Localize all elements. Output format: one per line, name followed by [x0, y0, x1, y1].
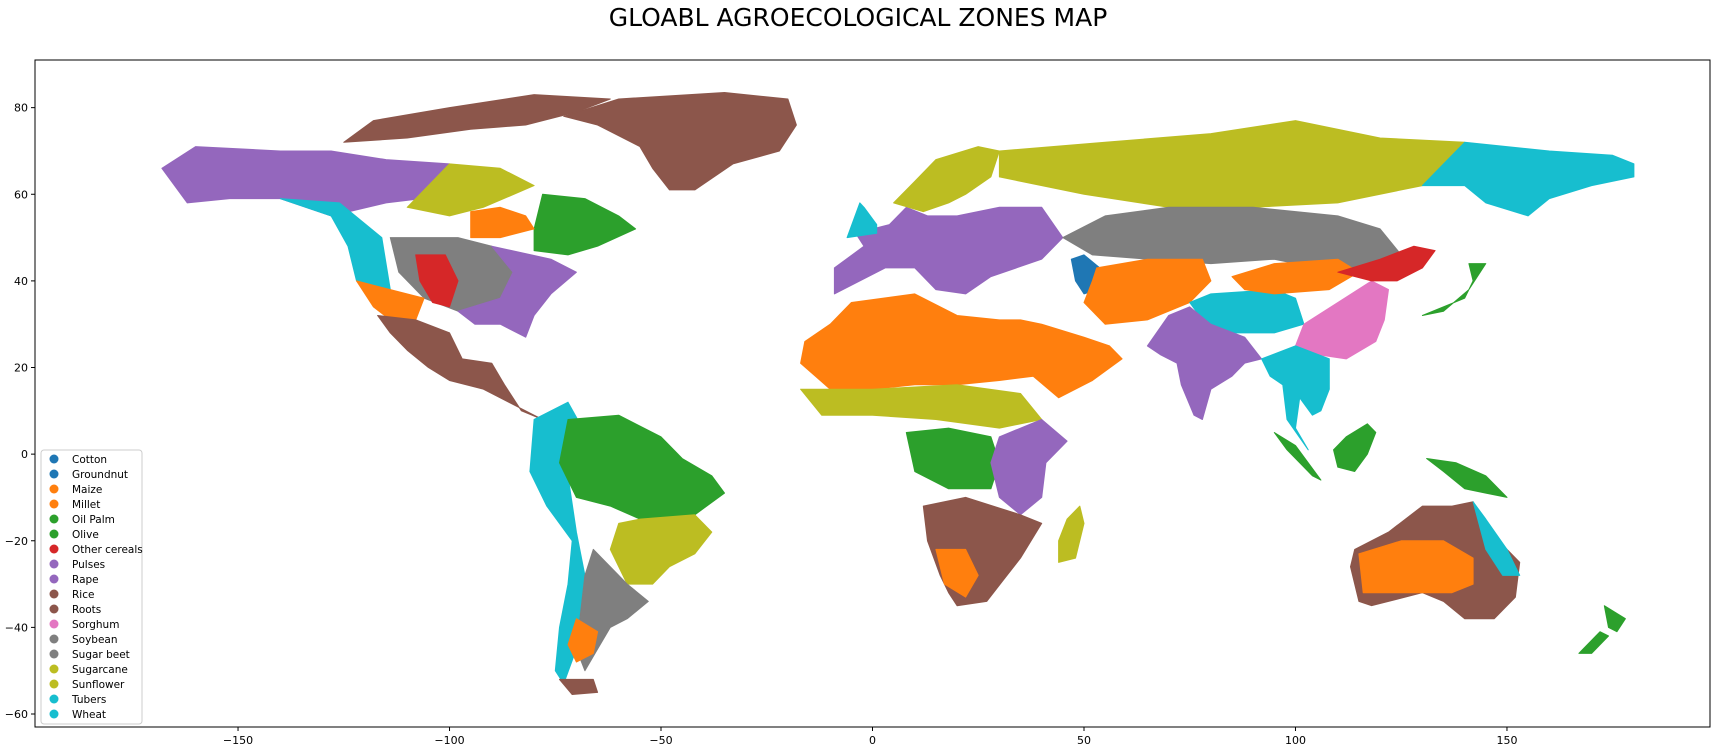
legend-marker-oil-palm [49, 514, 59, 524]
region-new-guinea [1426, 458, 1508, 498]
y-tick-label: 20 [14, 362, 28, 375]
y-tick-label: −40 [5, 621, 28, 634]
legend-marker-wheat [49, 709, 59, 719]
legend-box [40, 449, 143, 725]
region-australian-interior [1358, 540, 1474, 594]
legend-label-roots: Roots [72, 604, 101, 616]
region-eastern-united-states [457, 245, 577, 338]
region-western-cordillera [279, 198, 391, 291]
legend-label-rice: Rice [72, 589, 94, 601]
x-tick-label: 150 [1496, 734, 1517, 747]
region-sahara-and-arabia [800, 293, 1123, 399]
region-canadian-arctic-archipelago [343, 94, 611, 143]
legend-marker-rice [49, 589, 59, 599]
legend-marker-rape [49, 574, 59, 584]
region-southeast-asia [1261, 345, 1330, 451]
legend-label-tubers: Tubers [71, 694, 106, 706]
legend-label-cotton: Cotton [72, 454, 107, 466]
y-tick-label: 40 [14, 275, 28, 288]
legend-label-soybean: Soybean [72, 634, 118, 646]
legend-marker-pulses [49, 559, 59, 569]
region-scandinavia [893, 146, 1000, 213]
legend-marker-sorghum [49, 619, 59, 629]
map-title: GLOABL AGROECOLOGICAL ZONES MAP [608, 3, 1108, 32]
legend-label-sugar-beet: Sugar beet [72, 649, 130, 661]
region-northeast-china [1337, 245, 1436, 282]
region-congo-basin [905, 427, 1000, 490]
x-tick-label: −100 [434, 734, 464, 747]
legend-label-sunflower: Sunflower [72, 679, 125, 691]
legend-label-maize: Maize [72, 484, 102, 496]
x-tick-label: −150 [223, 734, 253, 747]
region-eastern-australia [1472, 501, 1521, 576]
y-axis: −60 −40 −20 0 20 40 60 80 [5, 102, 35, 721]
legend-marker-groundnut [49, 469, 59, 479]
region-greenland [563, 92, 797, 191]
region-sumatra [1273, 432, 1322, 481]
legend-label-sorghum: Sorghum [72, 619, 119, 631]
region-central-asian-deserts [1083, 258, 1212, 325]
x-tick-label: −50 [649, 734, 672, 747]
x-axis: −150 −100 −50 0 50 100 150 [223, 727, 1517, 747]
region-siberia [998, 120, 1508, 208]
region-borneo [1333, 423, 1377, 472]
x-tick-label: 100 [1285, 734, 1306, 747]
y-tick-label: −20 [5, 535, 28, 548]
legend-marker-soybean [49, 634, 59, 644]
y-tick-label: −60 [5, 708, 28, 721]
region-japan [1421, 263, 1487, 316]
region-madagascar [1058, 505, 1085, 563]
region-new-zealand-north [1603, 605, 1626, 633]
legend-label-other-cereals: Other cereals [72, 544, 143, 556]
legend-marker-sugar-beet [49, 649, 59, 659]
legend-marker-olive [49, 529, 59, 539]
region-east-african-highlands [990, 419, 1068, 516]
region-far-east-siberia [1421, 141, 1635, 217]
regions-layer [161, 92, 1635, 695]
region-tierra-del-fuego [559, 678, 599, 695]
region-great-britain [846, 202, 878, 239]
region-canadian-shield [406, 163, 535, 217]
region-amazon-basin [559, 414, 725, 520]
legend-label-olive: Olive [72, 529, 99, 541]
y-tick-label: 80 [14, 102, 28, 115]
y-tick-label: 60 [14, 188, 28, 201]
region-indian-subcontinent [1146, 306, 1263, 420]
x-tick-label: 0 [869, 734, 876, 747]
region-us-interior-red-belt [415, 254, 459, 308]
legend-marker-maize [49, 484, 59, 494]
legend-label-sugarcane: Sugarcane [72, 664, 128, 676]
legend-marker-cotton [49, 454, 59, 464]
region-brazilian-highlands [609, 514, 713, 585]
x-tick-label: 50 [1077, 734, 1091, 747]
y-tick-label: 0 [21, 448, 28, 461]
legend-label-pulses: Pulses [72, 559, 105, 571]
region-kalahari [935, 548, 979, 598]
legend-label-oil-palm: Oil Palm [72, 514, 115, 526]
region-eastern-china [1295, 280, 1389, 360]
legend-label-millet: Millet [72, 499, 100, 511]
legend-marker-sugarcane [49, 664, 59, 674]
legend-marker-roots [49, 604, 59, 614]
region-new-zealand-south [1578, 631, 1609, 654]
region-patagonia [567, 618, 599, 663]
legend-marker-tubers [49, 694, 59, 704]
legend: Cotton Groundnut Maize Millet Oil Palm Olive O… [40, 449, 143, 725]
region-northern-ontario [470, 206, 535, 239]
region-central-asia-steppe [1062, 206, 1402, 273]
legend-marker-other-cereals [49, 544, 59, 554]
legend-label-rape: Rape [72, 574, 99, 586]
legend-label-wheat: Wheat [72, 709, 106, 721]
region-sahel [800, 384, 1043, 429]
legend-marker-millet [49, 499, 59, 509]
legend-label-groundnut: Groundnut [72, 469, 128, 481]
legend-marker-sunflower [49, 679, 59, 689]
region-quebec-and-labrador [533, 193, 637, 256]
region-gobi [1231, 258, 1360, 295]
